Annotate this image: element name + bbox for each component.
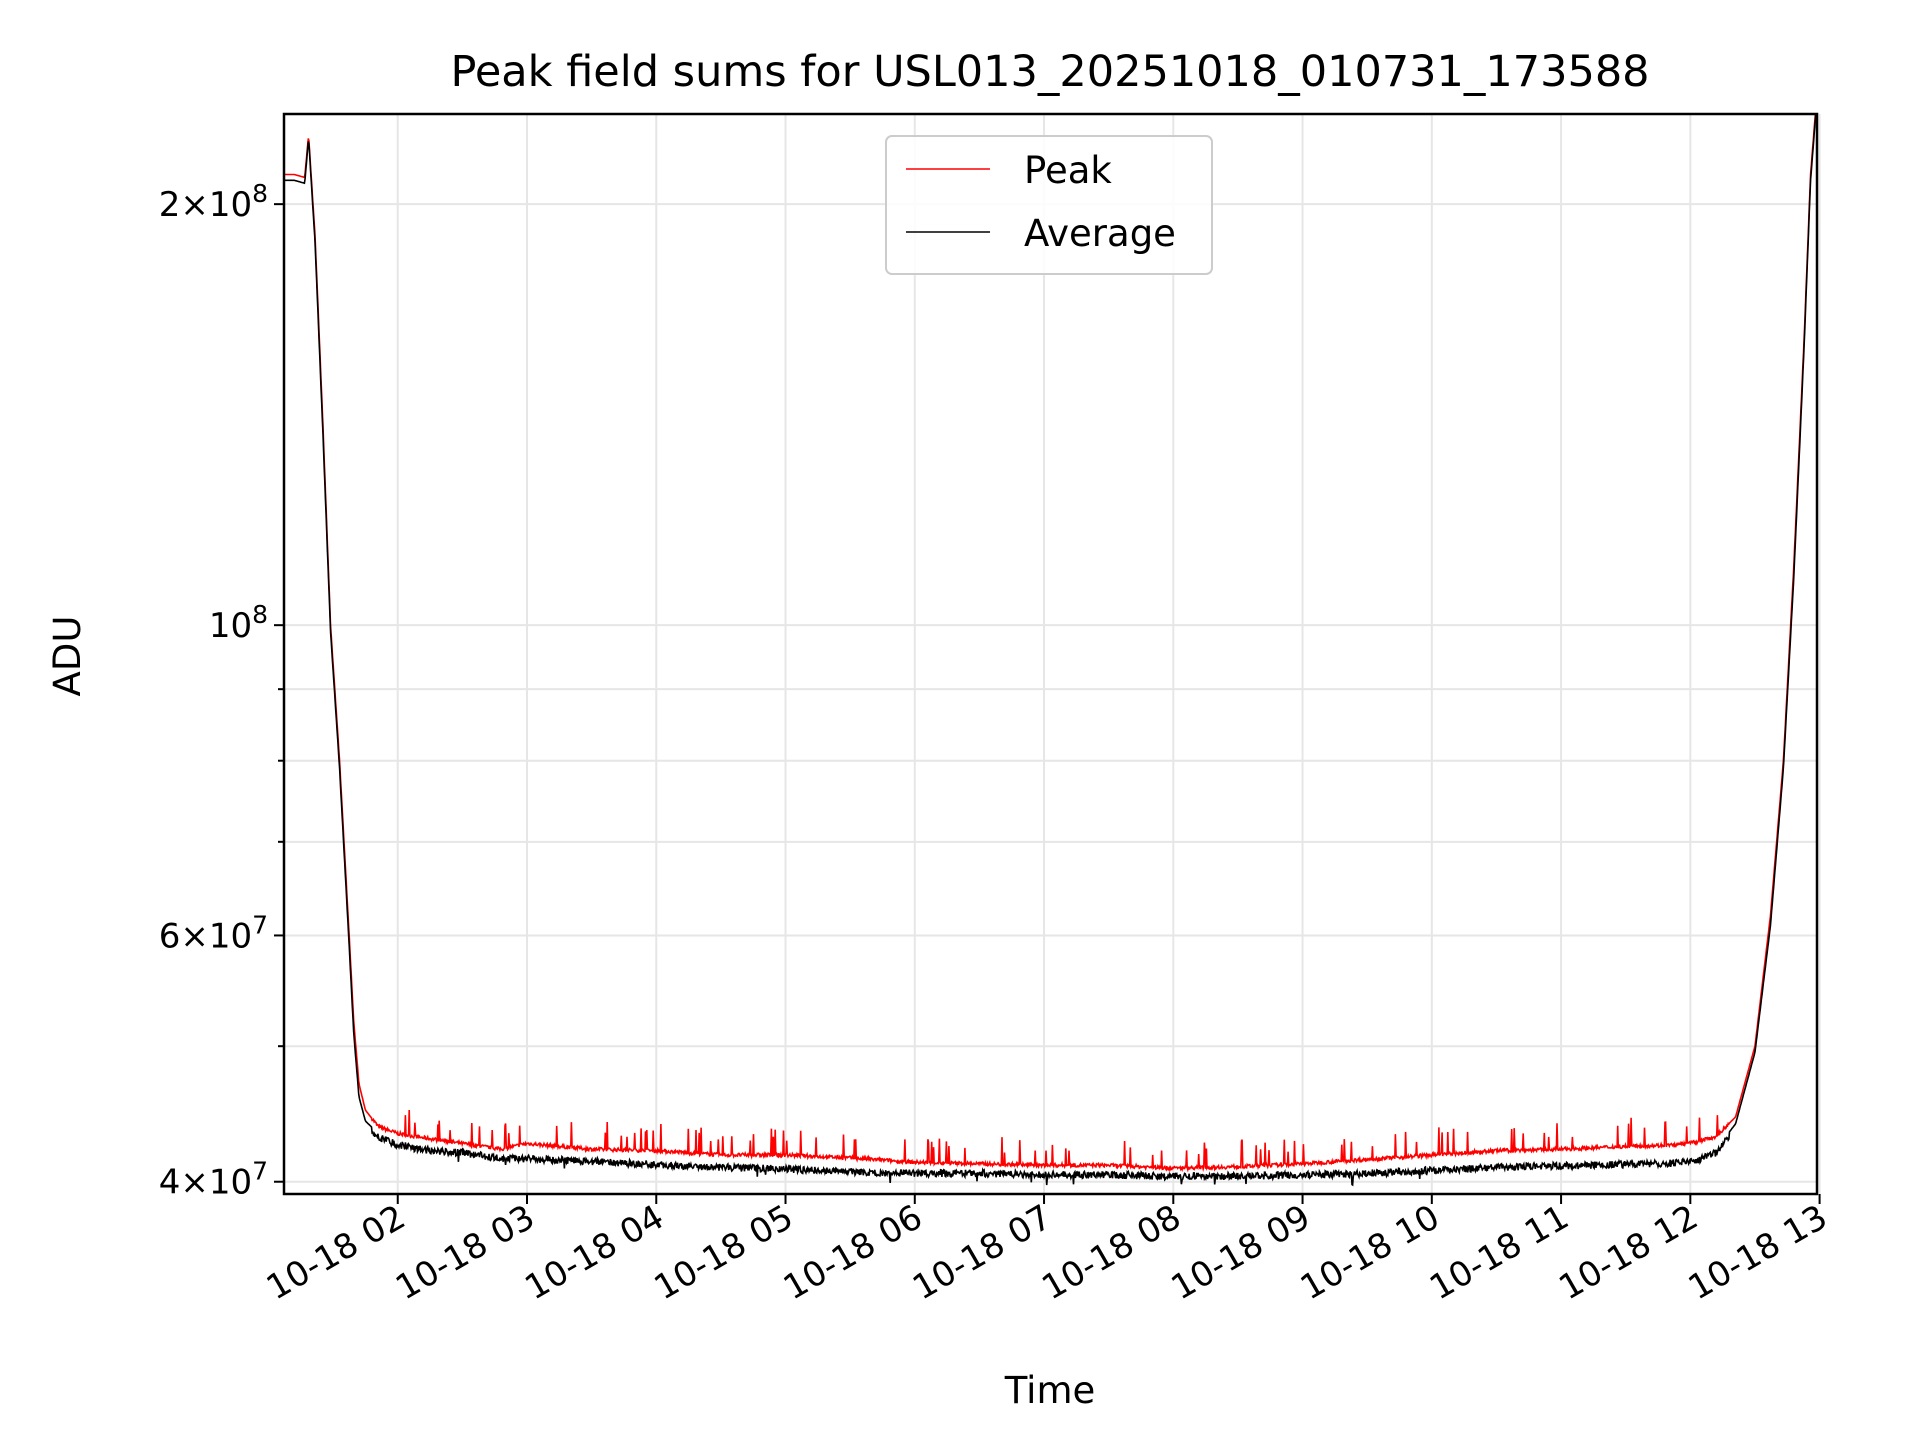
y-tick-label: 108 bbox=[209, 600, 268, 646]
y-tick-label: 6×107 bbox=[159, 910, 268, 956]
axes-frame bbox=[282, 112, 1819, 1196]
plot-lines bbox=[284, 114, 1817, 1187]
y-axis-label: ADU bbox=[46, 616, 89, 697]
y-tick-label: 4×107 bbox=[159, 1157, 268, 1203]
legend-box bbox=[885, 135, 1213, 275]
x-axis-label: Time bbox=[1004, 1369, 1096, 1412]
y-tick-label: 2×108 bbox=[159, 179, 268, 225]
legend-average-label: Average bbox=[1024, 212, 1176, 255]
legend-peak-label: Peak bbox=[1024, 149, 1112, 192]
grid bbox=[284, 114, 1821, 1194]
chart-title: Peak field sums for USL013_20251018_0107… bbox=[450, 47, 1649, 97]
legend: Peak Average bbox=[885, 135, 1213, 275]
series-line-peak bbox=[284, 114, 1817, 1173]
series-line-average bbox=[284, 114, 1817, 1187]
